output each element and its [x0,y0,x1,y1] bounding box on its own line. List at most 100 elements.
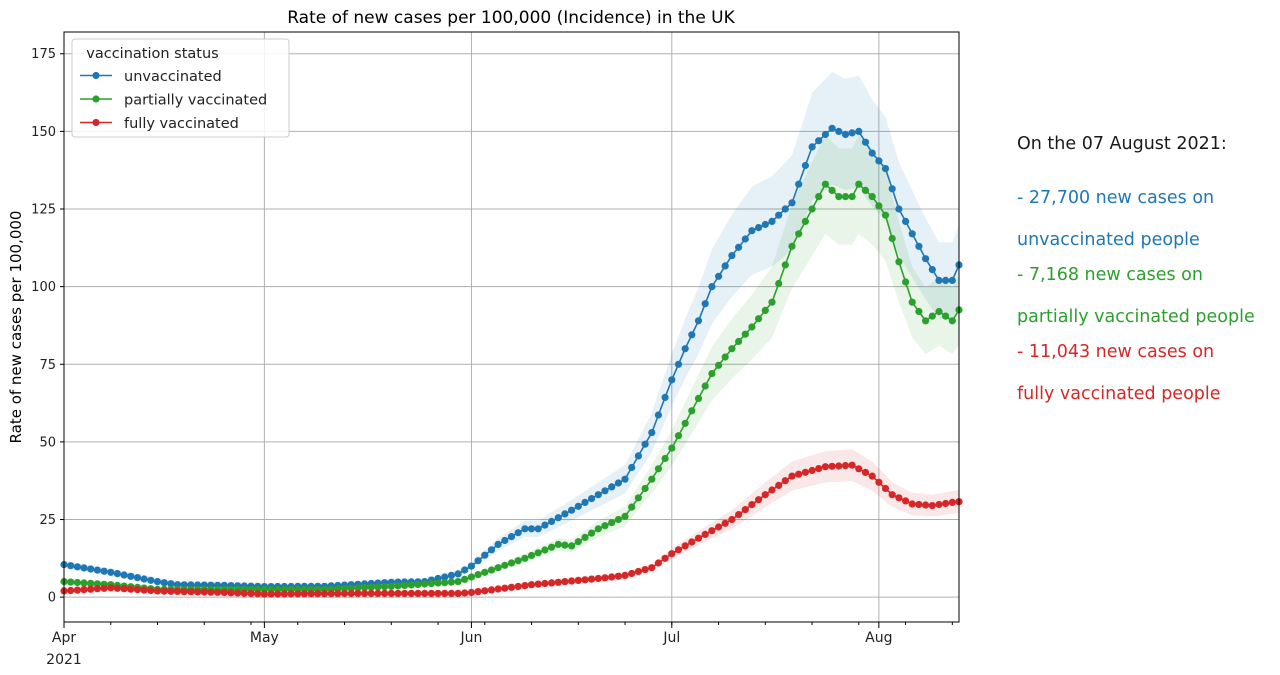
data-point [93,566,101,574]
data-point [527,551,536,560]
data-point [568,542,576,550]
data-point [187,588,195,596]
data-point [394,589,402,598]
data-point [621,571,629,580]
y-tick-label: 75 [39,358,56,373]
data-point [554,578,562,586]
annotation-unvaccinated-line1: - 27,700 new cases on [1017,188,1215,208]
data-point [254,590,262,598]
data-point [855,127,863,135]
data-point [694,394,703,402]
data-point [795,180,803,188]
data-point [641,440,649,448]
data-point [481,551,489,559]
data-point [815,193,823,201]
data-point [681,542,689,550]
data-point [601,487,609,495]
data-point [708,527,716,535]
data-point [588,495,596,503]
data-point [568,506,576,514]
data-point [73,563,81,571]
data-point [681,419,689,427]
data-point [788,242,796,250]
data-point [935,500,943,509]
data-point [160,579,168,587]
data-point [320,590,329,598]
data-point [120,571,128,579]
data-point [374,589,382,598]
data-point [828,462,836,470]
x-tick-label: May [250,630,279,646]
data-point [73,578,81,587]
legend-swatch-marker [92,118,100,127]
data-point [214,588,222,596]
data-point [775,279,783,288]
data-point [487,586,496,594]
data-point [808,466,816,475]
data-point [80,579,88,587]
data-point [367,583,375,591]
data-point [147,586,155,595]
data-point [507,583,516,591]
data-point [788,472,796,480]
data-point [401,589,409,598]
axis-ticks: 0 25 50 75 100 125 150 175 Apr May Jun Jul Aug 2021 [31,47,953,668]
data-point [280,590,288,598]
data-point [601,522,609,530]
data-point [260,590,268,598]
data-point [701,382,709,390]
data-point [674,546,683,554]
data-point [548,517,556,526]
data-point [327,590,335,598]
data-point [527,525,536,533]
data-point [487,566,496,574]
data-point [541,546,549,554]
data-point [561,510,569,518]
data-point [501,584,509,592]
data-point [908,298,916,306]
data-point [207,588,215,596]
legend-title: vaccination status [86,46,218,62]
data-point [414,580,422,589]
data-point [608,573,616,581]
data-point [100,584,108,592]
data-point [427,579,435,588]
data-point [581,498,589,506]
data-point [407,589,415,598]
data-point [461,575,469,583]
confidence-band [64,72,959,591]
data-point [548,579,556,587]
data-point [681,345,689,353]
data-point [801,217,810,225]
data-point [721,353,729,361]
data-point [561,541,569,549]
data-point [541,579,549,588]
data-point [902,278,910,286]
data-point [848,461,856,469]
data-point [454,578,462,586]
data-point [741,506,749,514]
data-point [608,483,616,491]
data-point [855,465,863,473]
data-point [67,562,75,570]
data-point [728,515,736,524]
data-point [621,512,629,521]
data-point [895,494,903,502]
data-point [107,568,115,576]
annotation-partial-line1: - 7,168 new cases on [1017,265,1203,285]
data-point [781,205,789,213]
data-point [461,566,469,574]
legend-swatch-marker [92,95,100,103]
data-point [708,283,716,291]
data-point [801,468,810,476]
data-point [902,497,910,505]
chart-title: Rate of new cases per 100,000 (Incidence… [287,8,735,28]
data-point [648,429,656,437]
data-point [795,230,803,238]
data-point [735,337,743,346]
y-tick-label: 25 [39,513,56,528]
data-point [534,525,542,533]
data-point [815,137,823,145]
data-point [761,491,769,499]
data-point [200,588,208,596]
